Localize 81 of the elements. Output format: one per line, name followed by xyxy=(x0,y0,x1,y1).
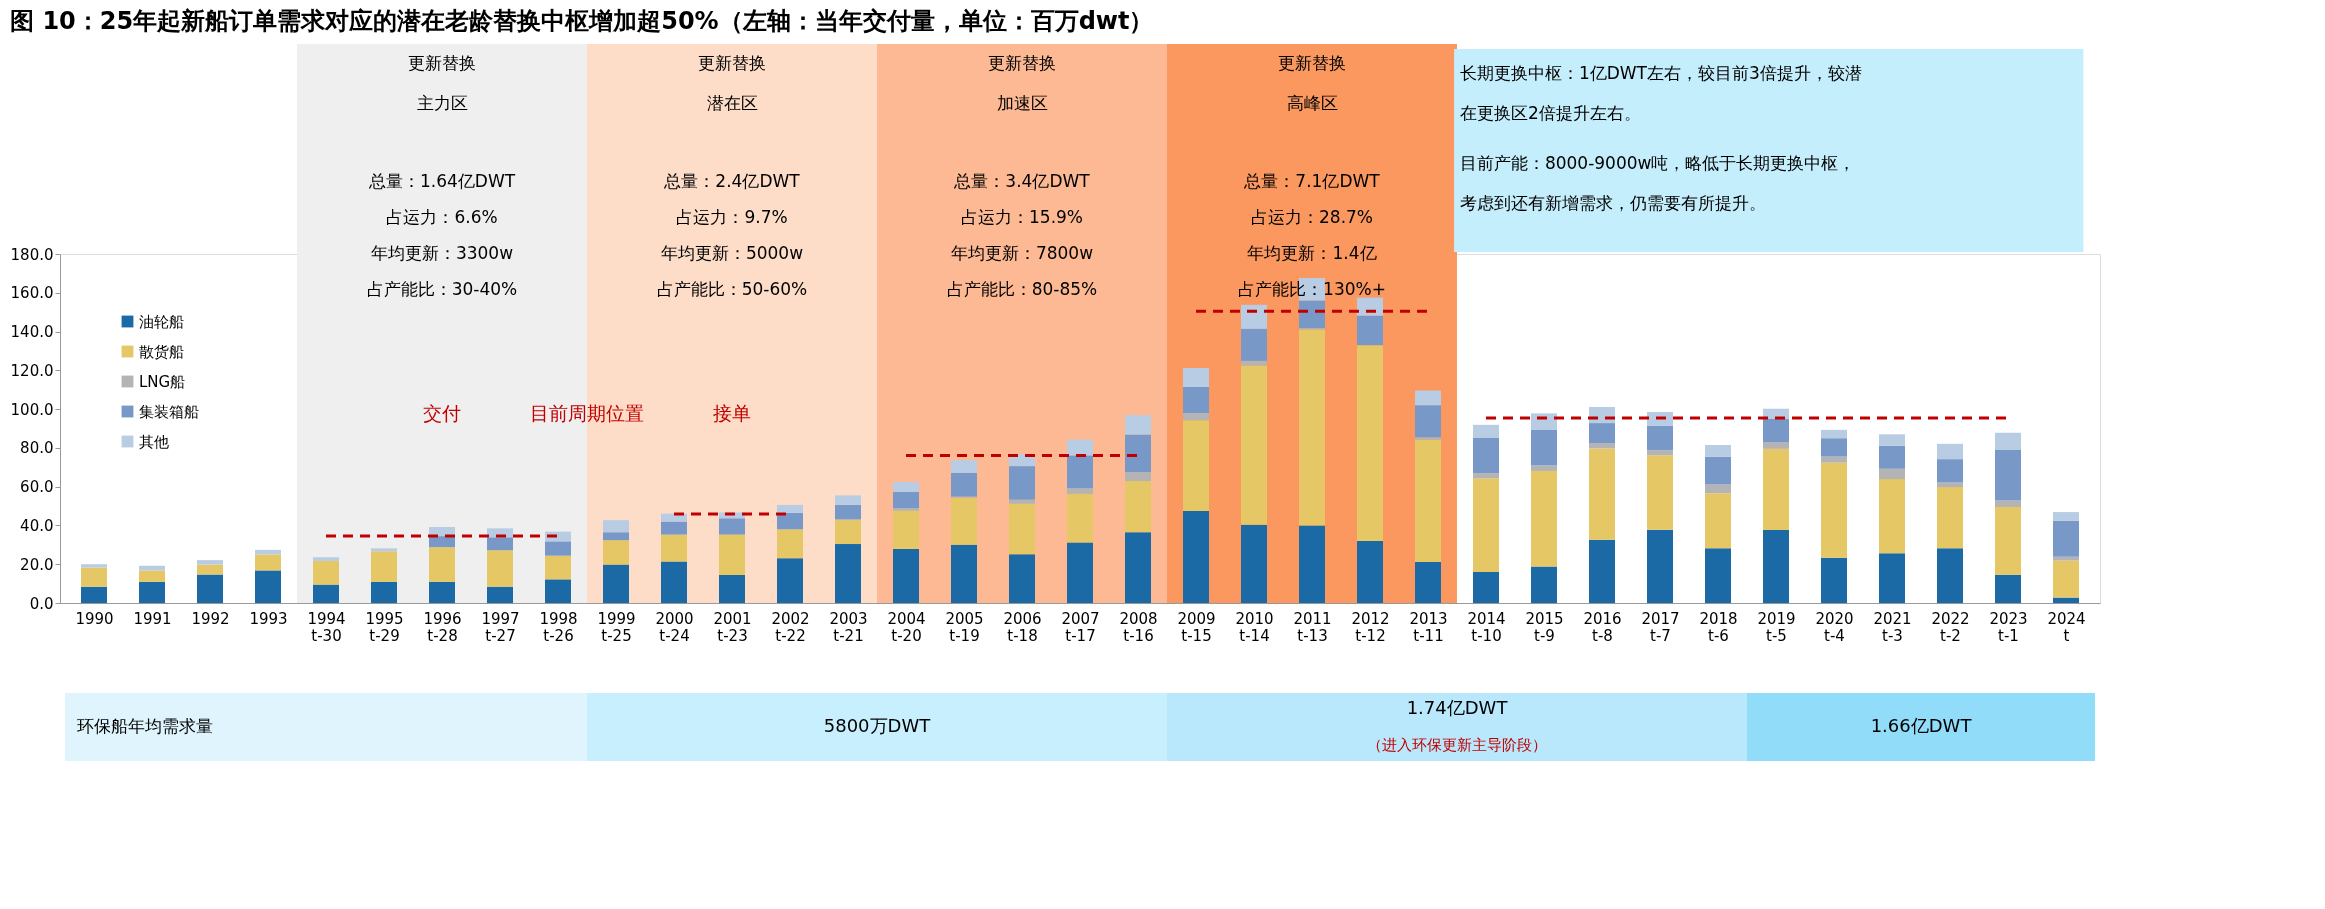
text: （进入环保更新主导阶段） xyxy=(1367,736,1547,754)
x-tick-label: 2022 t-2 xyxy=(1931,609,1970,645)
legend-label: 散货船 xyxy=(139,342,184,361)
band-label: 更新替换加速区 xyxy=(988,53,1056,113)
text: 总量：2.4亿DWT xyxy=(663,171,801,191)
x-tick-label: 2009 t-15 xyxy=(1177,609,1216,645)
x-tick-label: 1995 t-29 xyxy=(365,609,404,645)
annotation: 占产能比：50-60% xyxy=(656,279,808,299)
band-label: 更新替换高峰区 xyxy=(1278,53,1346,113)
x-tick-label: 2020 t-4 xyxy=(1815,609,1854,645)
text: 环保船年均需求量 xyxy=(76,716,213,736)
x-tick-label: 2012 t-12 xyxy=(1351,609,1390,645)
text: 5800万DWT xyxy=(823,715,932,736)
x-tick-label: 2014 t-10 xyxy=(1467,609,1506,645)
x-tick-label: 2010 t-14 xyxy=(1235,609,1274,645)
legend-label: 集装箱船 xyxy=(139,402,199,421)
legend-label: 油轮船 xyxy=(139,312,184,331)
x-tick-label: 2004 t-20 xyxy=(887,609,926,645)
x-tick-label: 1999 t-25 xyxy=(597,609,636,645)
text: 1.66亿DWT xyxy=(1870,715,1973,736)
annotation: 年均更新：1.4亿 xyxy=(1247,243,1377,263)
x-tick-label: 2005 t-19 xyxy=(945,609,984,645)
y-tick-label: 160.0 xyxy=(10,284,54,303)
text: 1.74亿DWT xyxy=(1406,697,1509,718)
x-tick-label: 2007 t-17 xyxy=(1061,609,1100,645)
text: 占运力：15.9% xyxy=(960,207,1084,227)
y-tick-label: 80.0 xyxy=(20,439,54,458)
x-tick-label: 2017 t-7 xyxy=(1641,609,1680,645)
y-tick-label: 40.0 xyxy=(20,516,54,535)
text: 占运力：9.7% xyxy=(676,207,788,227)
x-tick-label: 2021 t-3 xyxy=(1873,609,1912,645)
x-tick-label: 2013 t-11 xyxy=(1409,609,1448,645)
legend-label: LNG船 xyxy=(139,372,186,391)
x-tick-label: 1992 xyxy=(191,609,230,628)
x-tick-label: 1996 t-28 xyxy=(423,609,462,645)
annotation: 接单 xyxy=(713,402,751,424)
annotation: 占产能比：80-85% xyxy=(946,279,1098,299)
x-tick-label: 2015 t-9 xyxy=(1525,609,1564,645)
annotation: 交付 xyxy=(423,402,461,424)
x-tick-label: 2006 t-18 xyxy=(1003,609,1042,645)
text: 占运力：6.6% xyxy=(386,207,498,227)
x-tick-label: 2008 t-16 xyxy=(1119,609,1158,645)
annotation: 年均更新：3300w xyxy=(370,243,514,263)
annotation: 占产能比：130%+ xyxy=(1238,279,1386,299)
y-tick-label: 0.0 xyxy=(29,594,54,613)
x-tick-label: 2019 t-5 xyxy=(1757,609,1796,645)
x-tick-label: 1994 t-30 xyxy=(307,609,346,645)
y-tick-label: 120.0 xyxy=(10,361,54,380)
x-tick-label: 2016 t-8 xyxy=(1583,609,1622,645)
band-label: 更新替换潜在区 xyxy=(698,53,766,113)
annotation: 占产能比：30-40% xyxy=(366,279,518,299)
x-tick-label: 1990 xyxy=(75,609,114,628)
chart-title: 图 10：25年起新船订单需求对应的潜在老龄替换中枢增加超50%（左轴：当年交付量，单位：百万dwt） xyxy=(10,7,1154,35)
text: 总量：7.1亿DWT xyxy=(1243,171,1381,191)
text: 占运力：28.7% xyxy=(1250,207,1374,227)
y-tick-label: 60.0 xyxy=(20,478,54,497)
y-tick-label: 140.0 xyxy=(10,323,54,342)
x-tick-label: 1998 t-26 xyxy=(539,609,578,645)
y-tick-label: 180.0 xyxy=(10,245,54,264)
x-tick-label: 2011 t-13 xyxy=(1293,609,1332,645)
x-tick-label: 2002 t-22 xyxy=(771,609,810,645)
text: 总量：3.4亿DWT xyxy=(953,171,1091,191)
x-tick-label: 2003 t-21 xyxy=(829,609,868,645)
x-tick-label: 1993 xyxy=(249,609,288,628)
x-tick-label: 2018 t-6 xyxy=(1699,609,1738,645)
band-label: 更新替换主力区 xyxy=(408,53,476,113)
annotation: 年均更新：5000w xyxy=(660,243,804,263)
x-tick-label: 1997 t-27 xyxy=(481,609,520,645)
x-tick-label: 2000 t-24 xyxy=(655,609,694,645)
y-tick-label: 20.0 xyxy=(20,555,54,574)
annotation: 年均更新：7800w xyxy=(950,243,1094,263)
y-tick-label: 100.0 xyxy=(10,400,54,419)
x-tick-label: 2023 t-1 xyxy=(1989,609,2028,645)
text: 总量：1.64亿DWT xyxy=(367,171,516,191)
text: 长期更换中枢：1亿DWT左右，较目前3倍提升，较潜在更换区2倍提升左右。 xyxy=(1459,63,1862,123)
x-tick-label: 2024 t xyxy=(2047,609,2086,645)
annotation: 目前周期位置 xyxy=(530,402,644,424)
x-tick-label: 2001 t-23 xyxy=(713,609,752,645)
legend-label: 其他 xyxy=(139,432,169,451)
text: 目前产能：8000-9000w吨，略低于长期更换中枢，考虑到还有新增需求，仍需要有所提升。 xyxy=(1459,153,1856,213)
x-tick-label: 1991 xyxy=(133,609,172,628)
